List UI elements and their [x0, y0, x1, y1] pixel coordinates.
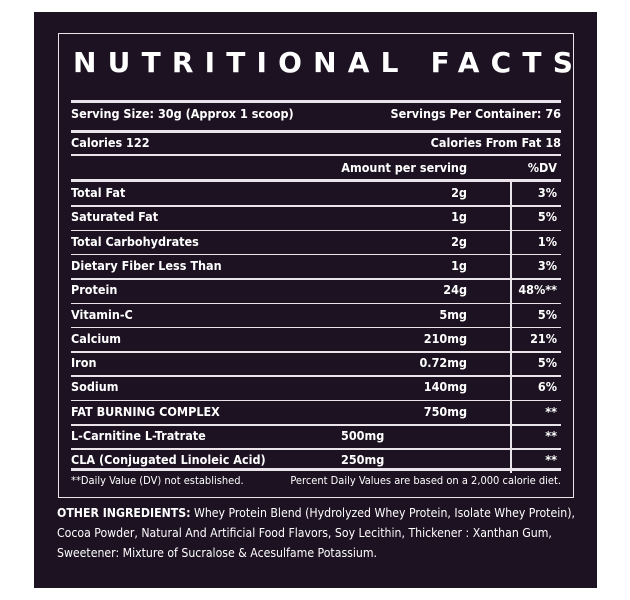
nutrient-amount: 24g	[443, 282, 467, 298]
nutrient-amount: 750mg	[423, 403, 467, 419]
nutrient-dv: 5%	[537, 355, 557, 371]
divider	[71, 154, 561, 156]
ingredients-label: OTHER INGREDIENTS:	[57, 506, 191, 520]
nutrient-name: Total Fat	[71, 185, 126, 200]
row-divider	[71, 302, 561, 304]
complex-ingredient-name: CLA (Conjugated Linoleic Acid)	[71, 452, 266, 468]
nutrient-name: Total Carbohydrates	[71, 233, 199, 249]
row-divider	[71, 399, 561, 402]
row-divider	[71, 253, 561, 256]
ingredients-line-3: Sweetener: Mixture of Sucralose & Acesul…	[57, 546, 378, 560]
nutrient-amount: 0.72mg	[419, 355, 467, 371]
row-divider	[71, 205, 561, 207]
percent-dv-note: Percent Daily Values are based on a 2,00…	[290, 474, 561, 487]
nutrient-name: Saturated Fat	[71, 209, 159, 225]
row-divider	[71, 448, 561, 450]
nutrient-amount: 2g	[451, 233, 467, 249]
row-divider	[71, 424, 561, 426]
complex-ingredient-dv: **	[545, 452, 557, 468]
nutrient-amount: 2g	[451, 185, 467, 200]
divider	[71, 468, 561, 471]
nutrient-dv: 3%	[537, 185, 557, 200]
ingredients-line-1: Whey Protein Blend (Hydrolyzed Whey Prot…	[194, 506, 575, 520]
row-divider	[71, 326, 561, 329]
row-divider	[71, 278, 561, 280]
servings-per-container: Servings Per Container: 76	[390, 106, 561, 121]
nutrient-dv: 5%	[537, 306, 557, 322]
row-divider	[71, 351, 561, 353]
nutrient-dv: 3%	[537, 257, 557, 273]
divider	[71, 100, 561, 103]
complex-ingredient-name: L-Carnitine L-Tratrate	[71, 428, 206, 443]
complex-ingredient-dv: **	[545, 428, 557, 443]
nutrient-dv: **	[545, 403, 557, 419]
nutrient-name: FAT BURNING COMPLEX	[71, 403, 220, 419]
nutrient-dv: 6%	[537, 379, 557, 395]
nutrient-amount: 5mg	[439, 306, 467, 322]
daily-value-header: %DV	[527, 160, 557, 175]
nutrient-amount: 1g	[451, 257, 467, 273]
divider	[71, 179, 561, 182]
nutrient-name: Sodium	[71, 379, 119, 395]
complex-ingredient-amount: 500mg	[341, 428, 385, 443]
nutrient-name: Iron	[71, 355, 97, 371]
nutrient-name: Dietary Fiber Less Than	[71, 257, 222, 273]
nutrient-amount: 1g	[451, 209, 467, 225]
amount-per-serving-header: Amount per serving	[341, 160, 467, 175]
other-ingredients: OTHER INGREDIENTS: Whey Protein Blend (H…	[57, 503, 579, 563]
nutrient-dv: 1%	[537, 233, 557, 249]
nutrient-dv: 48%**	[518, 282, 557, 298]
dv-footnote: **Daily Value (DV) not established.	[71, 474, 244, 487]
nutrient-name: Vitamin-C	[71, 306, 133, 322]
row-divider	[71, 229, 561, 232]
label-title: NUTRITIONAL FACTS	[73, 46, 585, 79]
nutrient-amount: 210mg	[423, 330, 467, 346]
nutrient-name: Calcium	[71, 330, 121, 346]
nutrient-dv: 5%	[537, 209, 557, 225]
nutrient-name: Protein	[71, 282, 118, 298]
serving-size: Serving Size: 30g (Approx 1 scoop)	[71, 106, 294, 121]
divider	[71, 130, 561, 133]
nutrient-amount: 140mg	[423, 379, 467, 395]
complex-ingredient-amount: 250mg	[341, 452, 385, 468]
calories-from-fat: Calories From Fat 18	[430, 135, 561, 150]
row-divider	[71, 375, 561, 377]
nutrition-facts-box: NUTRITIONAL FACTS Serving Size: 30g (App…	[58, 33, 574, 498]
nutrition-label-panel: NUTRITIONAL FACTS Serving Size: 30g (App…	[34, 12, 597, 588]
ingredients-line-2: Cocoa Powder, Natural And Artificial Foo…	[57, 526, 552, 540]
calories: Calories 122	[71, 135, 150, 150]
nutrient-dv: 21%	[530, 330, 557, 346]
